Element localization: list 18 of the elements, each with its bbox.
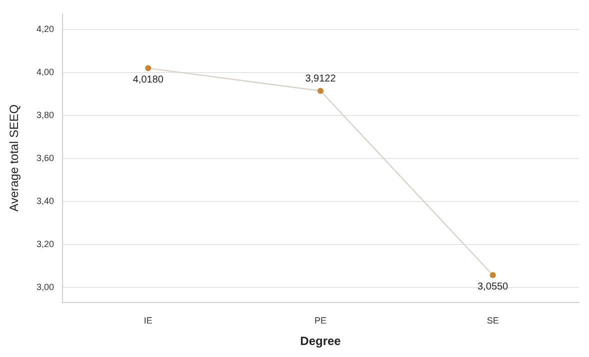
- point: [145, 65, 152, 72]
- y-tick-label: 3,20: [36, 238, 54, 249]
- point: [490, 272, 496, 278]
- data-label: 3,0550: [478, 282, 509, 293]
- x-tick-label: IE: [144, 316, 152, 326]
- y-tick-label: 4,20: [36, 24, 54, 34]
- y-tick-label: 3,00: [36, 282, 54, 292]
- x-tick-label: SE: [486, 316, 499, 326]
- x-axis-title: Degree: [300, 334, 342, 348]
- y-tick-label: 3,80: [36, 110, 54, 120]
- y-axis-title: Average total SEEQ: [7, 104, 21, 212]
- y-tick-label: 4,00: [36, 67, 54, 78]
- data-label: 3,9122: [305, 73, 336, 84]
- y-tick-label: 3,40: [36, 196, 54, 206]
- y-tick-label: 3,60: [36, 153, 54, 163]
- data-label: 4,0180: [132, 74, 164, 86]
- x-tick-label: PE: [314, 316, 327, 326]
- point: [318, 88, 324, 94]
